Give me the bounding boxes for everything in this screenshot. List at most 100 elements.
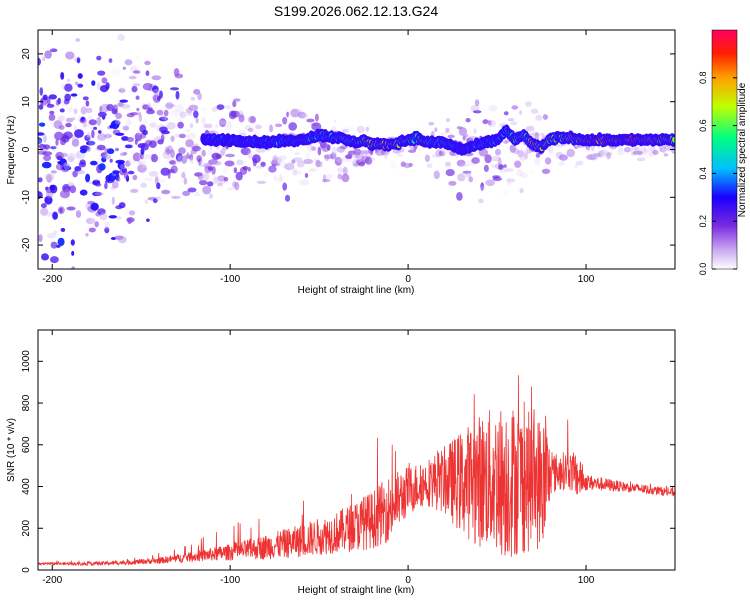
noise-blob bbox=[175, 90, 180, 100]
noise-blob bbox=[165, 102, 174, 110]
noise-blob bbox=[292, 168, 298, 176]
noise-blob bbox=[303, 158, 314, 165]
noise-blob bbox=[548, 144, 554, 154]
noise-blob bbox=[276, 177, 283, 183]
noise-blob bbox=[101, 77, 108, 84]
noise-blob bbox=[189, 123, 194, 129]
noise-blob bbox=[100, 152, 108, 158]
noise-blob bbox=[636, 157, 646, 162]
noise-blob bbox=[273, 175, 278, 181]
noise-blob bbox=[107, 138, 117, 144]
noise-blob bbox=[472, 110, 482, 114]
noise-blob bbox=[120, 86, 126, 92]
noise-blob bbox=[237, 129, 247, 134]
noise-blob bbox=[586, 154, 596, 160]
noise-blob bbox=[574, 164, 578, 169]
noise-blob bbox=[329, 143, 334, 151]
noise-blob bbox=[223, 177, 229, 182]
noise-blob bbox=[40, 207, 49, 216]
noise-blob bbox=[122, 151, 128, 156]
noise-blob bbox=[251, 123, 259, 132]
noise-blob bbox=[97, 208, 106, 216]
noise-blob bbox=[191, 145, 201, 152]
noise-blob bbox=[151, 102, 158, 110]
noise-blob bbox=[65, 51, 75, 60]
noise-blob bbox=[44, 195, 53, 205]
noise-blob bbox=[274, 162, 281, 167]
noise-blob bbox=[144, 177, 154, 182]
colorbar-tick-label: 0.4 bbox=[698, 167, 708, 180]
noise-blob bbox=[174, 73, 184, 79]
noise-blob bbox=[514, 160, 522, 168]
noise-blob bbox=[178, 147, 186, 155]
noise-blob bbox=[117, 162, 125, 170]
noise-blob bbox=[43, 154, 52, 162]
noise-blob bbox=[38, 177, 43, 183]
noise-blob bbox=[358, 161, 366, 167]
noise-blob bbox=[618, 145, 623, 153]
noise-blob bbox=[105, 131, 109, 140]
noise-blob bbox=[337, 167, 345, 173]
noise-blob bbox=[46, 174, 53, 183]
noise-blob bbox=[566, 148, 575, 158]
noise-blob bbox=[71, 117, 76, 121]
noise-blob bbox=[663, 153, 669, 157]
noise-blob bbox=[220, 148, 226, 156]
noise-blob bbox=[224, 160, 235, 167]
noise-blob bbox=[143, 118, 148, 126]
noise-blob bbox=[147, 96, 153, 101]
x-tick-label: 100 bbox=[578, 575, 595, 586]
noise-blob bbox=[183, 177, 188, 185]
noise-blob bbox=[449, 132, 453, 141]
noise-blob bbox=[485, 179, 495, 187]
noise-blob bbox=[499, 168, 507, 174]
noise-blob bbox=[319, 161, 323, 168]
noise-blob bbox=[197, 172, 204, 181]
noise-blob bbox=[456, 159, 466, 167]
noise-blob bbox=[465, 171, 472, 178]
noise-blob bbox=[58, 125, 65, 130]
noise-blob bbox=[230, 110, 240, 118]
noise-blob bbox=[330, 152, 337, 160]
noise-blob bbox=[337, 173, 343, 180]
noise-blob bbox=[132, 152, 142, 162]
noise-blob bbox=[503, 111, 509, 116]
noise-blob bbox=[61, 165, 72, 171]
noise-blob bbox=[445, 161, 451, 167]
colorbar-tick-label: 0.6 bbox=[698, 119, 708, 132]
noise-blob bbox=[575, 160, 584, 166]
noise-blob bbox=[104, 133, 112, 139]
noise-blob bbox=[484, 154, 492, 164]
noise-blob bbox=[642, 147, 648, 155]
noise-blob bbox=[416, 124, 425, 130]
noise-blob bbox=[295, 158, 306, 163]
noise-blob bbox=[218, 120, 227, 125]
noise-blob bbox=[558, 154, 568, 161]
noise-blob bbox=[424, 154, 430, 163]
noise-blob bbox=[135, 95, 140, 100]
colorbar-gradient bbox=[711, 29, 738, 270]
noise-blob bbox=[108, 215, 118, 219]
noise-blob bbox=[558, 161, 565, 166]
y-tick-label: 10 bbox=[21, 96, 32, 108]
noise-blob bbox=[182, 190, 191, 197]
noise-blob bbox=[365, 126, 369, 132]
noise-blob bbox=[458, 127, 467, 136]
noise-blob bbox=[199, 159, 204, 168]
noise-blob bbox=[526, 125, 535, 132]
noise-blob bbox=[146, 218, 150, 222]
noise-blob bbox=[179, 111, 187, 118]
noise-blob bbox=[138, 113, 142, 122]
noise-blob bbox=[118, 88, 126, 93]
noise-blob bbox=[453, 172, 461, 182]
noise-blob bbox=[177, 121, 184, 129]
noise-blob bbox=[163, 109, 169, 117]
noise-blob bbox=[157, 178, 166, 184]
noise-blob bbox=[79, 189, 88, 196]
noise-blob bbox=[88, 227, 96, 233]
noise-blob bbox=[109, 158, 113, 163]
noise-blob bbox=[41, 253, 49, 261]
noise-blob bbox=[105, 153, 109, 158]
noise-blob bbox=[142, 104, 150, 110]
noise-blob bbox=[100, 114, 105, 118]
